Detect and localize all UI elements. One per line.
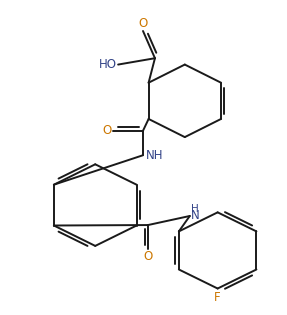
Text: N: N: [191, 209, 200, 222]
Text: NH: NH: [146, 149, 163, 162]
Text: O: O: [138, 17, 148, 30]
Text: HO: HO: [99, 58, 117, 71]
Text: O: O: [102, 124, 112, 137]
Text: O: O: [143, 250, 153, 263]
Text: F: F: [214, 291, 221, 304]
Text: H: H: [191, 204, 199, 214]
